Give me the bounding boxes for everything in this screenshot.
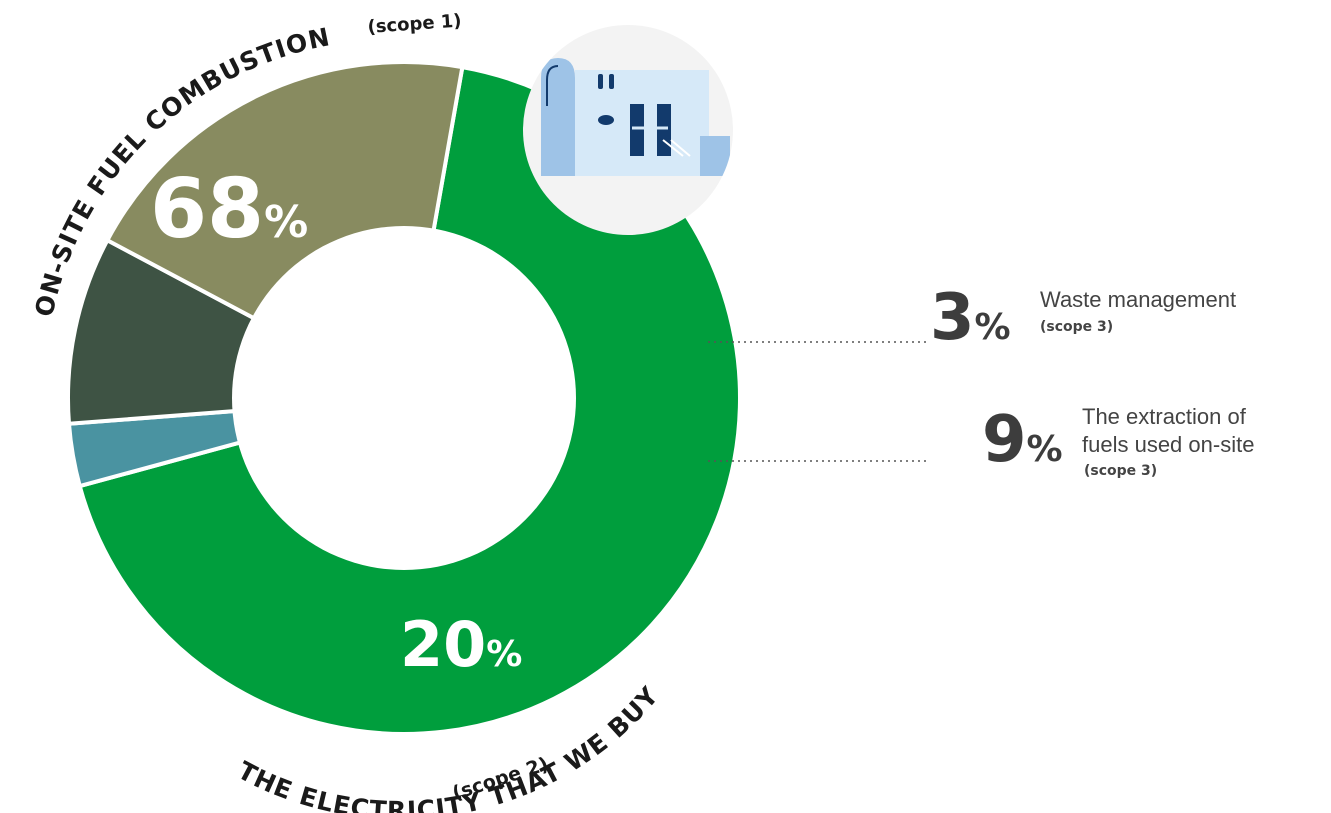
factory-icon (523, 25, 733, 235)
extraction-description-line1: The extraction of (1082, 404, 1247, 429)
electricity-percentage: 20% (400, 608, 522, 681)
waste-description: Waste management (1040, 287, 1236, 312)
onsite-percentage: 68% (150, 162, 308, 257)
donut-hole (232, 226, 576, 570)
extraction-scope: (scope 3) (1084, 463, 1157, 479)
waste-percentage: 3% (930, 281, 1011, 355)
extraction-percentage: 9% (982, 403, 1063, 477)
extraction-description-line2: fuels used on-site (1082, 432, 1254, 457)
onsite-scope: (scope 1) (367, 10, 462, 38)
waste-scope: (scope 3) (1040, 319, 1113, 335)
